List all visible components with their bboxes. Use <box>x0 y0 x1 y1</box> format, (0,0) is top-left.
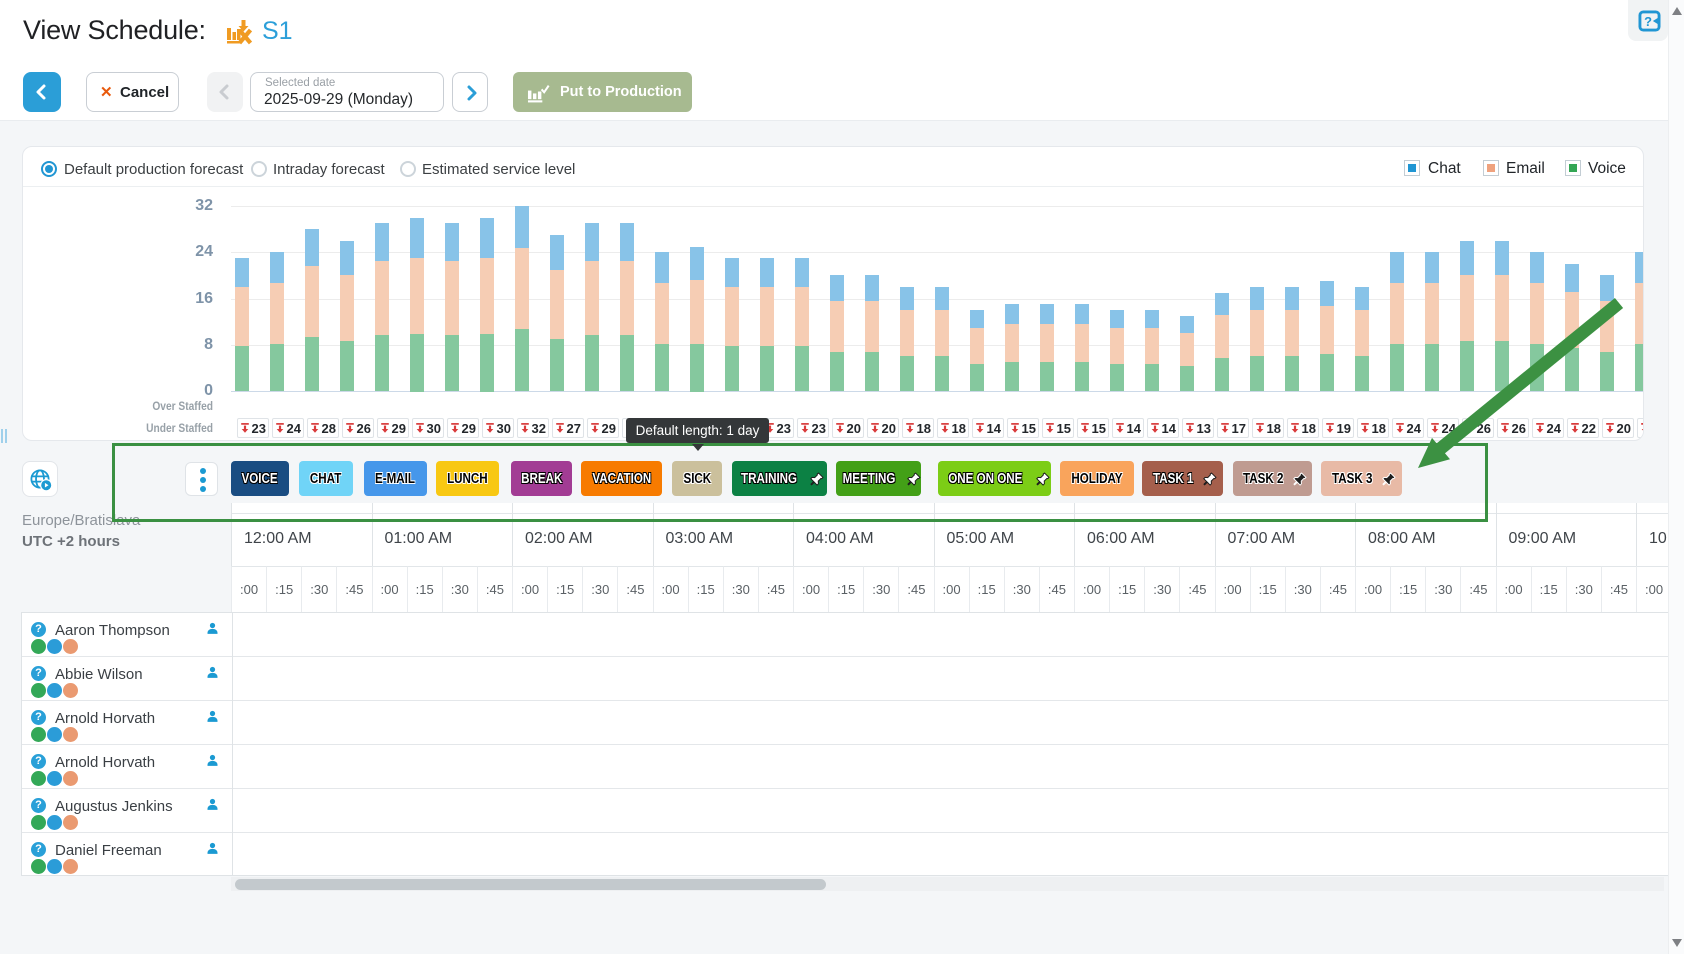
svg-text:?: ? <box>1644 14 1652 29</box>
